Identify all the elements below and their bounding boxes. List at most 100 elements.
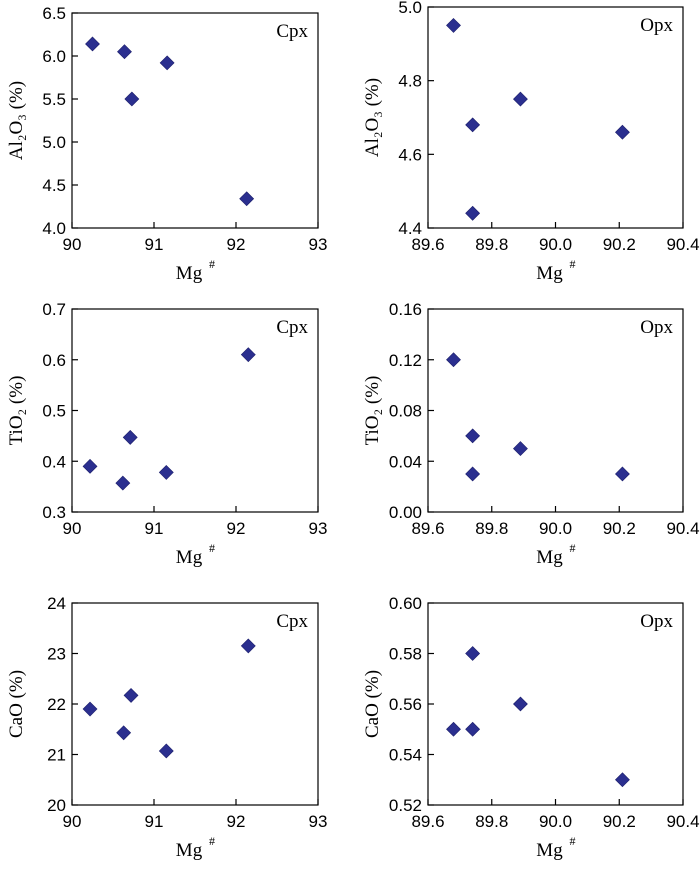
x-axis-label-superscript: # xyxy=(209,541,215,555)
y-tick-label: 4.6 xyxy=(398,145,422,164)
plot-frame xyxy=(427,602,684,806)
data-point-diamond xyxy=(240,347,256,363)
data-point-diamond xyxy=(513,696,528,712)
y-tick-label: 21 xyxy=(47,746,66,765)
x-tick-label: 90.4 xyxy=(666,235,699,254)
data-point-diamond xyxy=(615,124,630,140)
data-point-diamond xyxy=(446,17,461,33)
x-tick-label: 90.0 xyxy=(539,812,572,831)
data-point-diamond xyxy=(85,36,100,52)
panel-label: Opx xyxy=(640,317,673,338)
data-point-diamond xyxy=(465,428,481,444)
x-tick-label: 90.0 xyxy=(539,235,572,254)
y-tick-label: 0.04 xyxy=(389,452,422,471)
x-axis-label-superscript: # xyxy=(209,257,215,271)
plot-frame xyxy=(427,308,684,513)
y-axis-label: Al₂O₃ (%) xyxy=(362,78,383,157)
panel-label: Cpx xyxy=(276,21,308,42)
y-tick-label: 0.12 xyxy=(389,351,422,370)
x-axis-label-superscript: # xyxy=(570,541,576,555)
x-tick-label: 90 xyxy=(63,519,82,538)
y-tick-label: 4.4 xyxy=(398,219,422,238)
data-point-diamond xyxy=(82,458,98,474)
panel-label: Cpx xyxy=(276,611,308,632)
panel-3: 90 91 92 93 0.3 0.4 0.5 0.6 0.7 Mg # TiO₂ (%) Cpx xyxy=(6,300,327,568)
data-point-diamond xyxy=(158,743,174,759)
y-tick-label: 0.5 xyxy=(42,402,66,421)
data-point-diamond xyxy=(122,429,138,445)
data-point-diamond xyxy=(465,721,481,737)
x-tick-label: 90.2 xyxy=(603,812,636,831)
panel-1: 90 91 92 93 4.0 4.5 5.0 5.5 6.0 6.5 Mg # Al₂O₃ (%) Cp… xyxy=(6,4,327,284)
panel-6: 89.6 89.8 90.0 90.2 90.4 0.52 0.54 0.56 0.58 0.60… xyxy=(362,594,700,861)
x-tick-label: 89.8 xyxy=(475,519,508,538)
x-tick-label: 90.2 xyxy=(603,235,636,254)
y-tick-label: 6.0 xyxy=(42,47,66,66)
x-axis-label: Mg xyxy=(176,840,203,861)
x-tick-label: 90.4 xyxy=(666,519,699,538)
data-point-diamond xyxy=(615,772,630,788)
x-axis-label: Mg xyxy=(536,840,563,861)
x-tick-label: 89.6 xyxy=(411,812,444,831)
x-tick-label: 89.6 xyxy=(411,519,444,538)
data-point-diamond xyxy=(115,475,131,491)
y-tick-label: 0.56 xyxy=(389,695,422,714)
x-tick-label: 91 xyxy=(145,812,164,831)
y-tick-label: 0.58 xyxy=(389,645,422,664)
data-point-diamond xyxy=(124,91,140,107)
y-tick-label: 22 xyxy=(47,695,66,714)
x-axis-label: Mg xyxy=(176,263,203,284)
panel-4: 89.6 89.8 90.0 90.2 90.4 0.00 0.04 0.08 0.12 0.16… xyxy=(362,300,700,568)
y-tick-label: 0.3 xyxy=(42,503,66,522)
y-tick-label: 5.0 xyxy=(398,0,422,17)
x-tick-label: 92 xyxy=(227,235,246,254)
data-point-diamond xyxy=(117,44,132,60)
y-axis-label: TiO₂ (%) xyxy=(362,376,383,446)
x-tick-label: 92 xyxy=(227,519,246,538)
x-tick-label: 89.6 xyxy=(411,235,444,254)
y-tick-label: 20 xyxy=(47,796,66,815)
data-point-diamond xyxy=(123,687,139,703)
x-tick-label: 92 xyxy=(227,812,246,831)
x-axis-label: Mg xyxy=(536,547,563,568)
y-axis-label: CaO (%) xyxy=(6,670,27,738)
y-tick-label: 0.16 xyxy=(389,300,422,319)
y-tick-label: 0.00 xyxy=(389,503,422,522)
x-tick-label: 90.2 xyxy=(603,519,636,538)
x-tick-label: 93 xyxy=(309,812,328,831)
y-tick-label: 4.5 xyxy=(42,176,66,195)
data-point-diamond xyxy=(116,725,132,741)
y-tick-label: 0.54 xyxy=(389,746,422,765)
data-point-diamond xyxy=(465,117,481,133)
plot-frame xyxy=(427,6,684,229)
panel-label: Opx xyxy=(640,611,673,632)
y-tick-label: 5.0 xyxy=(42,133,66,152)
y-axis-label: TiO₂ (%) xyxy=(6,376,27,446)
plot-frame xyxy=(71,12,319,229)
y-tick-label: 0.08 xyxy=(389,402,422,421)
x-axis-label: Mg xyxy=(176,547,203,568)
data-point-diamond xyxy=(513,91,528,107)
x-tick-label: 93 xyxy=(309,519,328,538)
panel-5: 90 91 92 93 20 21 22 23 24 Mg # CaO (%) Cpx xyxy=(6,594,327,861)
panel-label: Opx xyxy=(640,15,673,36)
data-point-diamond xyxy=(159,55,175,71)
data-point-diamond xyxy=(465,646,481,661)
data-point-diamond xyxy=(465,466,481,482)
y-tick-label: 0.4 xyxy=(42,452,66,471)
x-tick-label: 90 xyxy=(63,812,82,831)
plot-frame xyxy=(71,308,319,513)
x-tick-label: 90 xyxy=(63,235,82,254)
y-tick-label: 4.8 xyxy=(398,72,422,91)
x-axis-label-superscript: # xyxy=(570,257,576,271)
data-point-diamond xyxy=(513,441,528,456)
x-axis-label: Mg xyxy=(536,263,563,284)
y-tick-label: 24 xyxy=(47,594,66,613)
x-tick-label: 90.0 xyxy=(539,519,572,538)
plot-frame xyxy=(71,602,319,806)
data-point-diamond xyxy=(82,701,98,717)
x-axis-label-superscript: # xyxy=(209,834,215,848)
y-tick-label: 0.60 xyxy=(389,594,422,613)
data-point-diamond xyxy=(240,638,256,654)
